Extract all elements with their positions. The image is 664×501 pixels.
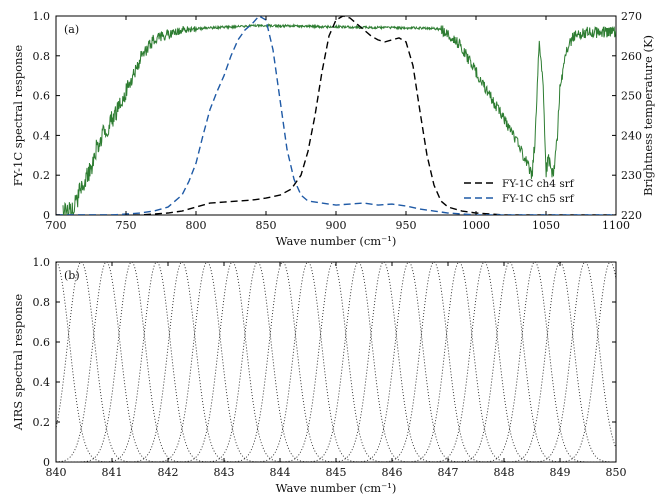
x-tick-label: 1100: [602, 219, 630, 232]
airs-channel-response-6: [117, 262, 297, 462]
x-tick-label: 841: [102, 466, 123, 479]
y-tick-label: 0.8: [33, 296, 51, 309]
airs-channel-response-10: [218, 262, 398, 462]
y-tick-label: 0.4: [33, 376, 51, 389]
panel-a-plot-area: [56, 16, 616, 215]
legend-label-ch5: FY-1C ch5 srf: [502, 193, 575, 205]
airs-channel-response-7: [142, 262, 322, 462]
brightness-temperature-line: [62, 23, 616, 215]
x-tick-label: 844: [270, 466, 291, 479]
airs-channel-response-13: [294, 262, 474, 462]
y-tick-label: 0: [43, 456, 50, 469]
y2-tick-label: 270: [621, 10, 642, 23]
panel-b-label: (b): [64, 269, 80, 282]
ch4-srf-line: [56, 16, 616, 215]
panel-a: 700 750 800 850 900 950 1000 1050 1100 0 0.2 0.4 0.6…: [11, 10, 655, 248]
x-tick-label: 1000: [462, 219, 490, 232]
airs-channel-response-18: [420, 262, 600, 462]
airs-channel-response-12: [268, 262, 448, 462]
airs-channel-response-2: [56, 262, 196, 462]
airs-channel-response-5: [92, 262, 272, 462]
y2-tick-label: 220: [621, 209, 642, 222]
airs-channel-response-20: [470, 262, 616, 462]
airs-channel-response-21: [495, 262, 616, 462]
panel-b-x-axis-label: Wave number (cm⁻¹): [276, 481, 397, 495]
x-tick-label: 900: [326, 219, 347, 232]
airs-channel-response-8: [168, 262, 348, 462]
y-tick-label: 0.4: [33, 129, 51, 142]
x-tick-label: 1050: [532, 219, 560, 232]
x-tick-label: 750: [116, 219, 137, 232]
panel-b: 840 841 842 843 844 845 846 847 848 849 850 0 0.2 0.4…: [11, 256, 627, 495]
panel-b-plot-area: [56, 262, 616, 462]
x-tick-label: 850: [606, 466, 627, 479]
panel-a-x-axis-label: Wave number (cm⁻¹): [276, 234, 397, 248]
airs-channel-response-3: [56, 262, 222, 462]
y2-tick-label: 230: [621, 169, 642, 182]
x-tick-label: 850: [256, 219, 277, 232]
panel-b-y-axis-label: AIRS spectral response: [11, 294, 25, 432]
airs-channel-response-4: [67, 262, 247, 462]
panel-a-label: (a): [64, 23, 79, 36]
x-tick-label: 842: [158, 466, 179, 479]
panel-a-legend: FY-1C ch4 srf FY-1C ch5 srf: [464, 178, 575, 205]
y2-tick-label: 240: [621, 129, 642, 142]
ch5-srf-line: [56, 16, 616, 215]
x-tick-label: 840: [46, 466, 67, 479]
y-tick-label: 0: [43, 209, 50, 222]
y-tick-label: 0.6: [33, 336, 51, 349]
x-tick-label: 700: [46, 219, 67, 232]
x-tick-label: 846: [382, 466, 403, 479]
x-tick-label: 847: [438, 466, 459, 479]
airs-channel-response-17: [394, 262, 574, 462]
y-tick-label: 0.2: [33, 416, 51, 429]
airs-channel-response-22: [520, 262, 616, 462]
airs-channel-response-16: [369, 262, 549, 462]
panel-a-ticks: 700 750 800 850 900 950 1000 1050 1100 0 0.2 0.4 0.6…: [33, 10, 643, 232]
y-tick-label: 1.0: [33, 10, 51, 23]
airs-channel-response-15: [344, 262, 524, 462]
airs-channel-response-11: [243, 262, 423, 462]
airs-channel-response-14: [319, 262, 499, 462]
x-tick-label: 849: [550, 466, 571, 479]
airs-channel-response-9: [193, 262, 373, 462]
panel-a-y2-axis-label: Brightness temperature (K): [641, 35, 655, 196]
x-tick-label: 800: [186, 219, 207, 232]
y-tick-label: 0.6: [33, 90, 51, 103]
x-tick-label: 848: [494, 466, 515, 479]
y2-tick-label: 250: [621, 90, 642, 103]
y-tick-label: 0.8: [33, 50, 51, 63]
panel-b-ticks: 840 841 842 843 844 845 846 847 848 849 850 0 0.2 0.4…: [33, 256, 627, 479]
y-tick-label: 0.2: [33, 169, 51, 182]
airs-channel-response-19: [445, 262, 616, 462]
airs-channel-response-1: [56, 262, 171, 462]
x-tick-label: 845: [326, 466, 347, 479]
panel-a-y-axis-label: FY-1C spectral response: [11, 45, 25, 187]
x-tick-label: 843: [214, 466, 235, 479]
y2-tick-label: 260: [621, 50, 642, 63]
legend-label-ch4: FY-1C ch4 srf: [502, 178, 575, 190]
panel-b-frame: [55, 261, 617, 463]
y-tick-label: 1.0: [33, 256, 51, 269]
x-tick-label: 950: [396, 219, 417, 232]
